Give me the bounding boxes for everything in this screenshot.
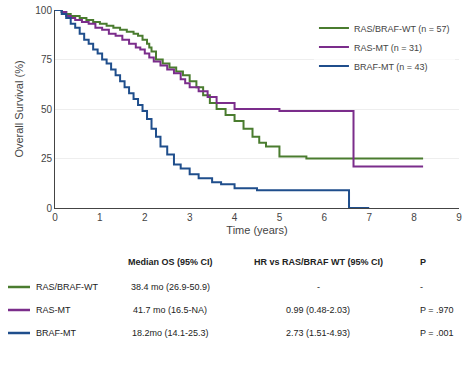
- svg-text:-: -: [420, 282, 423, 292]
- svg-text:RAS/BRAF-WT (n = 57): RAS/BRAF-WT (n = 57): [354, 24, 450, 34]
- svg-text:RAS/BRAF-WT: RAS/BRAF-WT: [36, 282, 99, 292]
- svg-text:100: 100: [35, 5, 52, 16]
- svg-text:18.2mo (14.1-25.3): 18.2mo (14.1-25.3): [132, 328, 209, 338]
- svg-text:Overall Survival (%): Overall Survival (%): [13, 60, 25, 157]
- svg-text:0.99 (0.48-2.03): 0.99 (0.48-2.03): [286, 305, 350, 315]
- svg-text:P = .001: P = .001: [420, 328, 454, 338]
- svg-text:5: 5: [277, 212, 283, 223]
- svg-text:50: 50: [41, 104, 53, 115]
- svg-text:Time (years): Time (years): [226, 224, 287, 236]
- svg-text:3: 3: [187, 212, 193, 223]
- svg-text:38.4 mo (26.9-50.9): 38.4 mo (26.9-50.9): [131, 282, 210, 292]
- svg-text:2.73 (1.51-4.93): 2.73 (1.51-4.93): [286, 328, 350, 338]
- svg-text:P: P: [420, 257, 426, 267]
- svg-text:41.7 mo (16.5-NA): 41.7 mo (16.5-NA): [133, 305, 207, 315]
- svg-text:BRAF-MT (n = 43): BRAF-MT (n = 43): [354, 62, 428, 72]
- svg-text:RAS-MT (n = 31): RAS-MT (n = 31): [354, 43, 422, 53]
- svg-text:25: 25: [41, 153, 53, 164]
- svg-text:P = .970: P = .970: [420, 305, 454, 315]
- svg-text:0: 0: [52, 212, 58, 223]
- svg-text:-: -: [317, 282, 320, 292]
- svg-text:BRAF-MT: BRAF-MT: [36, 328, 76, 338]
- svg-text:2: 2: [142, 212, 148, 223]
- svg-text:8: 8: [411, 212, 417, 223]
- svg-text:RAS-MT: RAS-MT: [36, 305, 71, 315]
- svg-text:HR vs RAS/BRAF WT (95% CI): HR vs RAS/BRAF WT (95% CI): [254, 257, 383, 267]
- svg-text:75: 75: [41, 54, 53, 65]
- svg-text:9: 9: [456, 212, 462, 223]
- svg-text:4: 4: [232, 212, 238, 223]
- svg-text:0: 0: [46, 203, 52, 214]
- svg-text:1: 1: [97, 212, 103, 223]
- svg-text:Median OS (95% CI): Median OS (95% CI): [128, 257, 213, 267]
- svg-text:7: 7: [366, 212, 372, 223]
- svg-text:6: 6: [322, 212, 328, 223]
